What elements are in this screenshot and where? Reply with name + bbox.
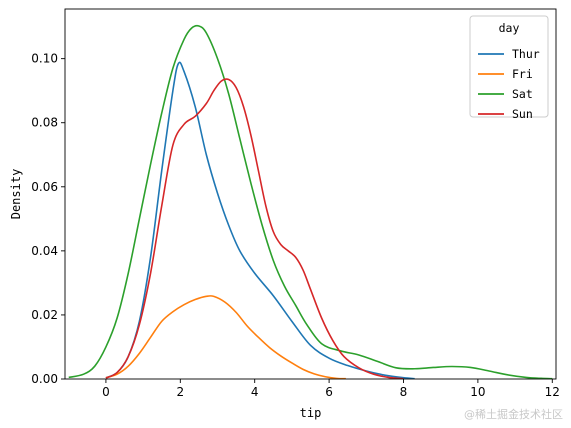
legend-frame <box>469 15 549 118</box>
legend-entry-sun: Sun <box>512 107 533 121</box>
legend-entry-thur: Thur <box>512 47 540 61</box>
plot-area: 0 2 4 6 8 10 12 0.00 0.02 0.04 0.06 0.08 0.10 tip Dens… <box>9 8 560 420</box>
series-line-thur <box>105 61 415 379</box>
y-tick-label: 0.00 <box>31 372 58 386</box>
legend-entry-sat: Sat <box>512 87 533 101</box>
x-axis-label: tip <box>300 406 322 420</box>
x-tick-label: 6 <box>325 385 333 399</box>
x-tick-label: 12 <box>545 385 560 399</box>
legend-entry-fri: Fri <box>512 67 533 81</box>
y-tick-label: 0.04 <box>31 244 58 258</box>
axes-frame <box>64 8 557 380</box>
x-tick-label: 10 <box>470 385 485 399</box>
series-line-sun <box>105 78 404 379</box>
x-tick-label: 4 <box>251 385 259 399</box>
y-tick-label: 0.10 <box>31 52 58 66</box>
y-axis-label: Density <box>9 169 23 220</box>
y-tick-label: 0.06 <box>31 180 58 194</box>
x-tick-label: 2 <box>176 385 184 399</box>
y-tick-label: 0.08 <box>31 116 58 130</box>
series-line-fri <box>105 294 346 379</box>
legend-title: day <box>499 21 520 35</box>
y-tick-label: 0.02 <box>31 308 58 322</box>
series-line-sat <box>68 24 553 379</box>
x-tick-label: 0 <box>102 385 110 399</box>
watermark: @稀土掘金技术社区 <box>464 408 563 421</box>
legend: day Thur Fri Sat Sun <box>469 15 549 121</box>
x-tick-label: 8 <box>400 385 408 399</box>
